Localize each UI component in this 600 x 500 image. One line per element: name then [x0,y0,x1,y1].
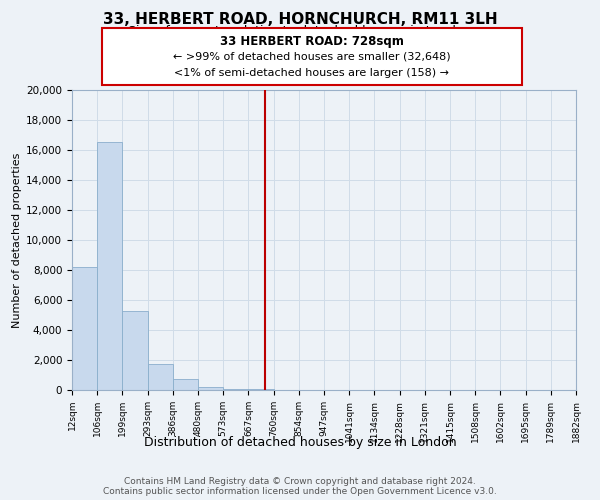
Text: Size of property relative to detached houses in London: Size of property relative to detached ho… [128,25,472,38]
Text: 33 HERBERT ROAD: 728sqm: 33 HERBERT ROAD: 728sqm [220,35,404,48]
Text: Distribution of detached houses by size in London: Distribution of detached houses by size … [143,436,457,449]
Bar [223,388,248,390]
Bar [248,389,274,390]
Bar [173,379,198,390]
Bar [148,364,173,390]
Text: Contains HM Land Registry data © Crown copyright and database right 2024.: Contains HM Land Registry data © Crown c… [124,476,476,486]
Bar [122,310,148,390]
Bar [198,387,223,390]
Text: ← >99% of detached houses are smaller (32,648): ← >99% of detached houses are smaller (3… [173,51,451,61]
Text: 33, HERBERT ROAD, HORNCHURCH, RM11 3LH: 33, HERBERT ROAD, HORNCHURCH, RM11 3LH [103,12,497,28]
Text: <1% of semi-detached houses are larger (158) →: <1% of semi-detached houses are larger (… [175,68,449,78]
Text: Contains public sector information licensed under the Open Government Licence v3: Contains public sector information licen… [103,486,497,496]
Bar [97,142,122,390]
Y-axis label: Number of detached properties: Number of detached properties [12,152,22,328]
Bar [72,267,97,390]
